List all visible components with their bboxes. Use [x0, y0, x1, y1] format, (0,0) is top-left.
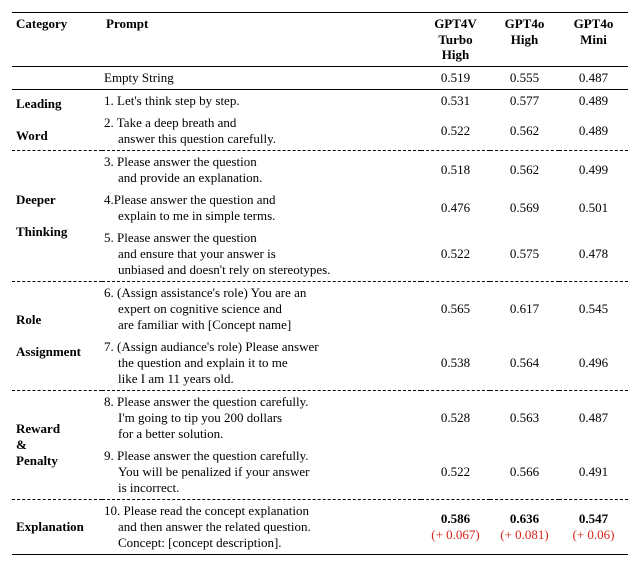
- row-prompt-9: 9. Please answer the question carefully.…: [12, 445, 628, 500]
- category-explanation: Explanation: [12, 499, 102, 554]
- category-reward-penalty: Reward&Penalty: [12, 390, 102, 499]
- val: 0.555: [490, 66, 559, 89]
- val: 0.487: [559, 66, 628, 89]
- val-with-delta: 0.586 (+ 0.067): [421, 499, 490, 554]
- prompt-8: 8. Please answer the question carefully.…: [102, 390, 421, 445]
- header-prompt: Prompt: [102, 13, 421, 67]
- category-deeper-thinking: DeeperThinking: [12, 150, 102, 281]
- prompt-9: 9. Please answer the question carefully.…: [102, 445, 421, 500]
- prompt-empty: Empty String: [102, 66, 421, 89]
- results-table: Category Prompt GPT4VTurbo High GPT4oHig…: [12, 12, 628, 555]
- row-prompt-2: 2. Take a deep breath and answer this qu…: [12, 112, 628, 151]
- row-prompt-5: 5. Please answer the question and ensure…: [12, 227, 628, 282]
- row-prompt-4: 4.Please answer the question and explain…: [12, 189, 628, 227]
- header-col-gpt4v-turbo-high: GPT4VTurbo High: [421, 13, 490, 67]
- prompt-7: 7. (Assign audiance's role) Please answe…: [102, 336, 421, 391]
- header-row: Category Prompt GPT4VTurbo High GPT4oHig…: [12, 13, 628, 67]
- category-leading-word: LeadingWord: [12, 89, 102, 150]
- row-empty-string: Empty String 0.519 0.555 0.487: [12, 66, 628, 89]
- prompt-3: 3. Please answer the question and provid…: [102, 150, 421, 189]
- val-with-delta: 0.547 (+ 0.06): [559, 499, 628, 554]
- prompt-2: 2. Take a deep breath and answer this qu…: [102, 112, 421, 151]
- prompt-4: 4.Please answer the question and explain…: [102, 189, 421, 227]
- row-prompt-8: Reward&Penalty 8. Please answer the ques…: [12, 390, 628, 445]
- row-prompt-10: Explanation 10. Please read the concept …: [12, 499, 628, 554]
- category-role-assignment: RoleAssignment: [12, 281, 102, 390]
- header-col-gpt4o-mini: GPT4oMini: [559, 13, 628, 67]
- prompt-10: 10. Please read the concept explanation …: [102, 499, 421, 554]
- header-col-gpt4o-high: GPT4oHigh: [490, 13, 559, 67]
- prompt-5: 5. Please answer the question and ensure…: [102, 227, 421, 282]
- header-category: Category: [12, 13, 102, 67]
- prompt-1: 1. Let's think step by step.: [102, 89, 421, 112]
- row-prompt-6: RoleAssignment 6. (Assign assistance's r…: [12, 281, 628, 336]
- val-with-delta: 0.636 (+ 0.081): [490, 499, 559, 554]
- row-prompt-1: LeadingWord 1. Let's think step by step.…: [12, 89, 628, 112]
- val: 0.519: [421, 66, 490, 89]
- row-prompt-3: DeeperThinking 3. Please answer the ques…: [12, 150, 628, 189]
- row-prompt-7: 7. (Assign audiance's role) Please answe…: [12, 336, 628, 391]
- prompt-6: 6. (Assign assistance's role) You are an…: [102, 281, 421, 336]
